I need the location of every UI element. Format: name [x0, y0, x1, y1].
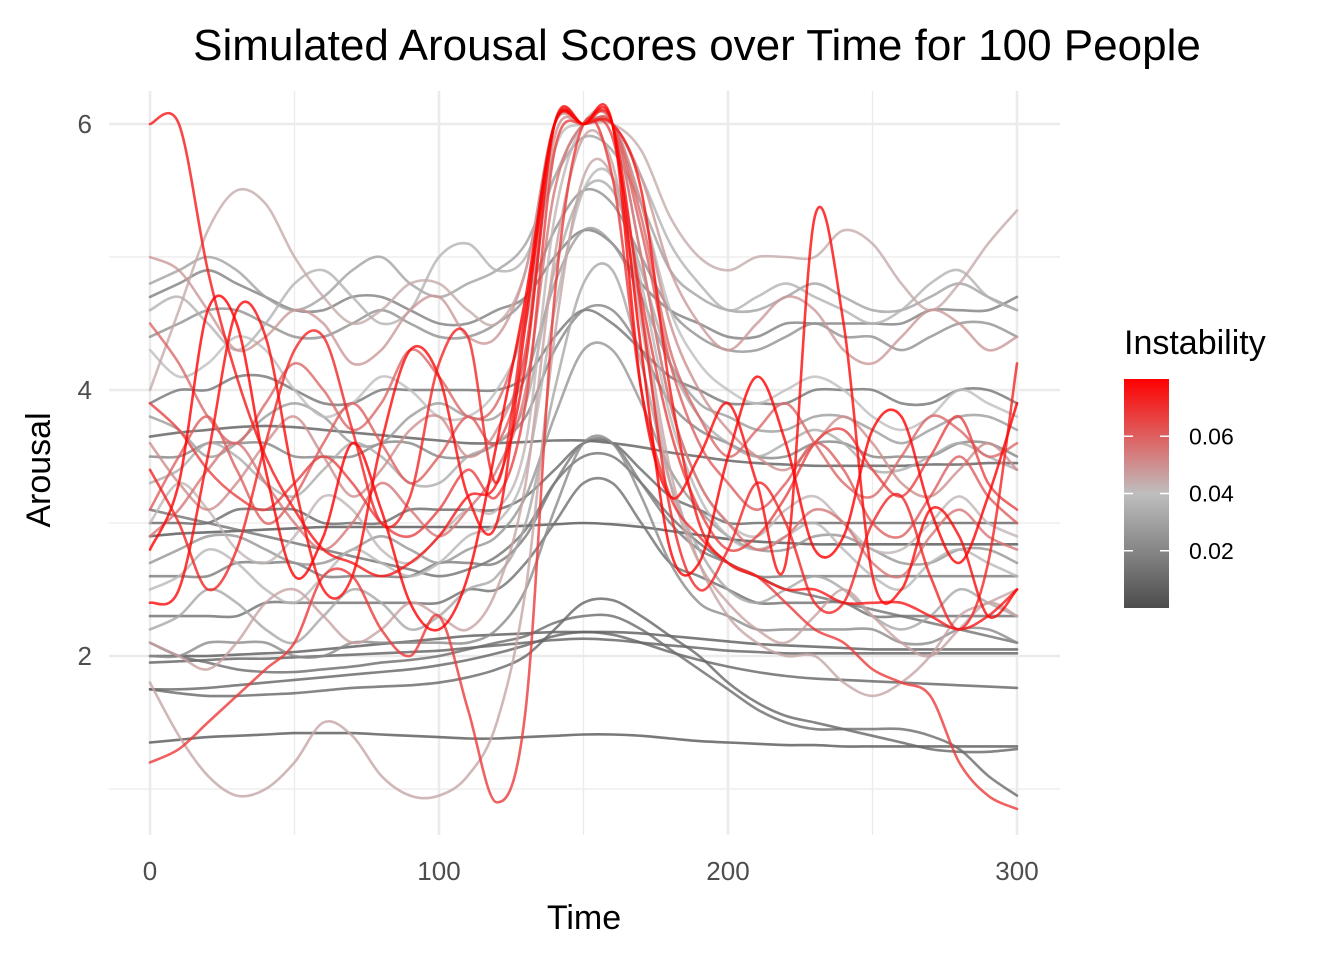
series-line	[148, 303, 1019, 460]
legend-label: 0.06	[1189, 423, 1234, 449]
series-line	[148, 167, 1019, 605]
series-line	[148, 521, 1019, 546]
x-tick-label: 200	[706, 856, 749, 886]
x-axis-title: Time	[547, 899, 621, 937]
series-line	[148, 103, 1019, 619]
legend-title: Instability	[1124, 324, 1266, 362]
series-layer	[148, 103, 1019, 811]
y-tick-label: 6	[78, 109, 92, 139]
x-tick-label: 300	[995, 856, 1038, 886]
legend-label: 0.02	[1189, 538, 1234, 564]
series-line	[148, 597, 1019, 754]
x-axis-ticks: 0 100 200 300	[143, 856, 1039, 886]
series-line	[148, 105, 1019, 631]
x-tick-label: 100	[417, 856, 460, 886]
series-line	[148, 613, 1019, 797]
series-line	[148, 106, 1019, 632]
legend-label: 0.04	[1189, 481, 1234, 507]
color-legend: Instability 0.06 0.04 0.02	[1124, 324, 1266, 608]
series-line	[148, 424, 1019, 468]
series-line	[148, 731, 1019, 748]
series-line	[148, 451, 1019, 644]
y-axis-title: Arousal	[20, 412, 58, 527]
series-line	[148, 116, 1019, 811]
series-line	[148, 630, 1019, 691]
series-line	[148, 434, 1019, 659]
series-line	[148, 157, 1019, 800]
series-line	[148, 129, 1019, 671]
y-tick-label: 2	[78, 641, 92, 671]
legend-ticks: 0.06 0.04 0.02	[1124, 423, 1234, 564]
y-tick-label: 4	[78, 375, 92, 405]
chart-title: Simulated Arousal Scores over Time for 1…	[193, 21, 1201, 70]
x-tick-label: 0	[143, 856, 157, 886]
y-axis-ticks: 2 4 6	[78, 109, 92, 671]
